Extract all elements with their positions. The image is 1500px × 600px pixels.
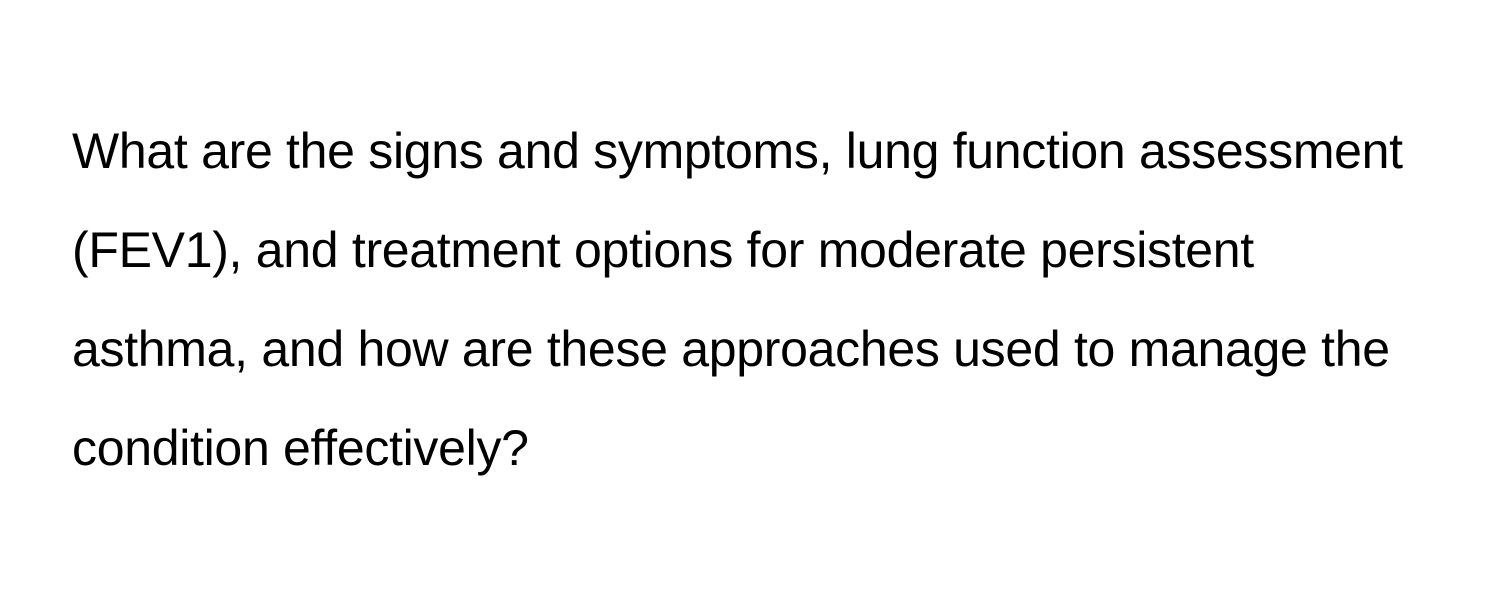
question-text: What are the signs and symptoms, lung fu… [72, 102, 1428, 498]
